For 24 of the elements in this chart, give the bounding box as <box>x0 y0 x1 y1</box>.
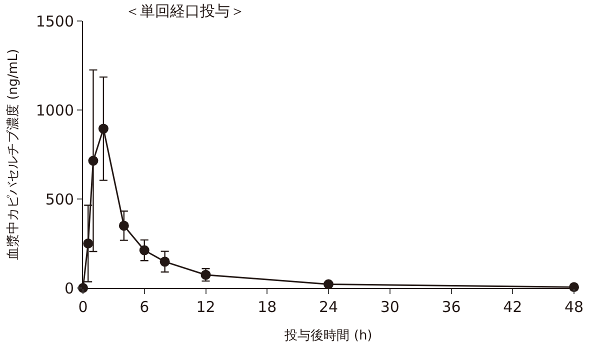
x-tick-label: 24 <box>318 298 338 316</box>
x-tick-label: 12 <box>196 298 216 316</box>
chart-title: ＜単回経口投与＞ <box>124 2 245 20</box>
point <box>569 282 579 292</box>
point <box>160 256 170 267</box>
x-tick-label: 30 <box>380 298 400 316</box>
y-tick-label: 1500 <box>36 12 74 30</box>
y-tick-label: 1000 <box>36 101 74 120</box>
y-tick-label: 0 <box>64 279 74 298</box>
y-tick-label: 500 <box>45 190 74 208</box>
x-tick-label: 0 <box>78 298 88 316</box>
point <box>88 156 98 166</box>
x-tick-label: 42 <box>503 298 522 316</box>
x-tick-label: 48 <box>564 298 584 316</box>
point <box>139 245 150 256</box>
x-tick-label: 18 <box>258 298 277 316</box>
x-tick-label: 6 <box>140 298 150 316</box>
point <box>83 238 94 248</box>
point <box>118 220 129 231</box>
y-axis-title: 血漿中カピバセルチブ濃度 (ng/mL) <box>4 48 21 260</box>
point <box>324 279 334 290</box>
point <box>98 124 108 134</box>
x-tick-label: 36 <box>442 298 461 316</box>
x-axis-title: 投与後時間 (h) <box>284 328 372 344</box>
